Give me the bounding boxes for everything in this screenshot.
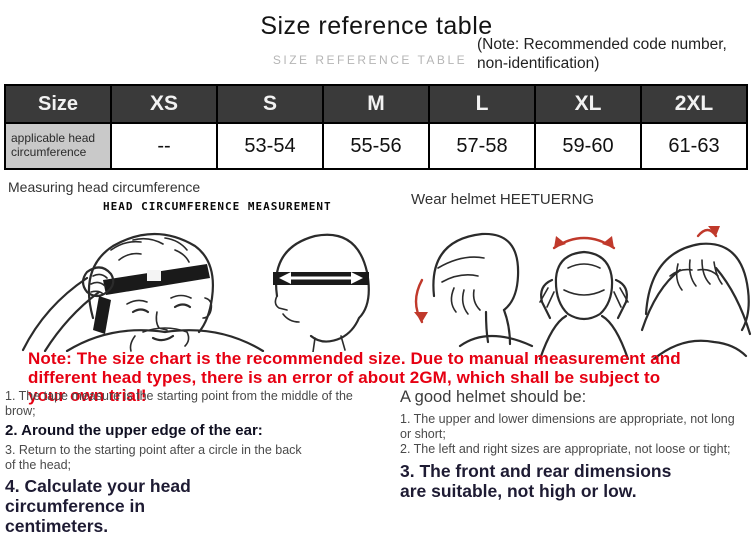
recommendation-note: (Note: Recommended code number, non-iden… [477, 36, 727, 72]
helmet-criteria-3: 3. The front and rear dimensions are sui… [400, 461, 672, 502]
size-col-xs: XS [110, 84, 218, 124]
size-col-m: M [322, 84, 430, 124]
size-table: Size XS S M L XL 2XL applicable head cir… [4, 84, 748, 170]
measuring-step-4: 4. Calculate your head circumference in … [5, 476, 191, 537]
helmet-wearing-illustration [414, 226, 752, 360]
row-label-head-circumference: applicable head circumference [4, 122, 112, 170]
wearing-section-title: Wear helmet HEETUERNG [411, 191, 595, 208]
size-col-l: L [428, 84, 536, 124]
measuring-step-2: 2. Around the upper edge of the ear: [5, 422, 263, 439]
value-m: 55-56 [322, 122, 430, 170]
size-header-cell: Size [4, 84, 112, 124]
measuring-head-illustration [21, 232, 370, 352]
value-s: 53-54 [216, 122, 324, 170]
measuring-stylized-caption: HEAD CIRCUMFERENCE MEASUREMENT [103, 200, 332, 213]
value-xl: 59-60 [534, 122, 642, 170]
helmet-criteria-1: 1. The upper and lower dimensions are ap… [400, 412, 735, 441]
size-table-value-row: applicable head circumference -- 53-54 5… [4, 122, 748, 170]
measuring-steps-list: 1. The tape measure is the starting poin… [5, 389, 365, 554]
page-subtitle: SIZE REFERENCE TABLE [272, 53, 468, 67]
warning-note: Note: The size chart is the recommended … [28, 349, 681, 406]
measuring-step-1: 1. The tape measure is the starting poin… [5, 389, 353, 418]
helmet-criteria-heading: A good helmet should be: [400, 388, 587, 406]
size-table-header-row: Size XS S M L XL 2XL [4, 84, 748, 124]
helmet-criteria-list: A good helmet should be: 1. The upper an… [400, 388, 740, 519]
size-col-s: S [216, 84, 324, 124]
measuring-section-title: Measuring head circumference [8, 179, 201, 195]
measuring-step-3: 3. Return to the starting point after a … [5, 443, 302, 472]
value-l: 57-58 [428, 122, 536, 170]
size-col-2xl: 2XL [640, 84, 748, 124]
page-title: Size reference table [260, 12, 493, 40]
value-2xl: 61-63 [640, 122, 748, 170]
size-col-xl: XL [534, 84, 642, 124]
value-xs: -- [110, 122, 218, 170]
helmet-criteria-2: 2. The left and right sizes are appropri… [400, 442, 731, 456]
